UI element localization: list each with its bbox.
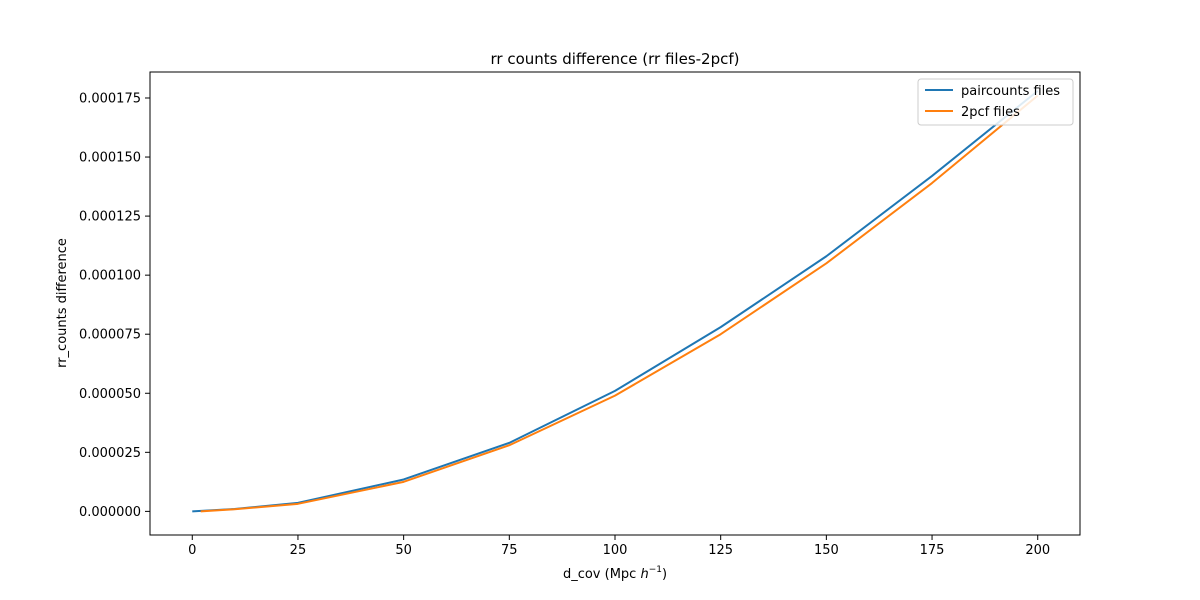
y-tick-label: 0.000125	[79, 210, 141, 225]
y-tick-label: 0.000175	[79, 91, 141, 106]
series-lines	[192, 90, 1039, 513]
y-tick-label: 0.000000	[79, 505, 141, 520]
legend-label-paircounts: paircounts files	[961, 84, 1060, 99]
x-tick-label: 25	[290, 543, 307, 558]
legend-label-2pcf: 2pcf files	[961, 105, 1020, 120]
y-tick-label: 0.000050	[79, 387, 141, 402]
x-tick-label: 200	[1025, 543, 1050, 558]
x-axis-ticks: 0 25 50 75 100 125 150 175 200	[188, 535, 1050, 558]
legend: paircounts files 2pcf files	[917, 78, 1074, 126]
chart-title: rr counts difference (rr files-2pcf)	[490, 50, 739, 68]
plot-frame	[149, 71, 1081, 536]
x-tick-label: 175	[920, 543, 945, 558]
x-tick-label: 150	[814, 543, 839, 558]
y-axis-label: rr_counts difference	[55, 238, 70, 368]
x-tick-label: 75	[501, 543, 518, 558]
y-tick-label: 0.000150	[79, 151, 141, 166]
x-tick-label: 50	[395, 543, 412, 558]
y-tick-label: 0.000075	[79, 328, 141, 343]
legend-box	[917, 78, 1074, 126]
x-tick-label: 100	[603, 543, 628, 558]
x-axis-label-close: )	[662, 567, 667, 582]
y-axis-ticks: 0.000000 0.000025 0.000050 0.000075 0.000100…	[79, 91, 150, 520]
x-axis-label-italic: h	[640, 567, 648, 582]
series-line-0	[192, 90, 1039, 513]
x-tick-label: 0	[188, 543, 196, 558]
x-axis-label: d_cov (Mpc h−1)	[563, 565, 667, 582]
y-tick-label: 0.000100	[79, 269, 141, 284]
x-tick-label: 125	[708, 543, 733, 558]
x-axis-label-sup: −1	[649, 565, 662, 575]
y-tick-label: 0.000025	[79, 446, 141, 461]
x-axis-label-main: d_cov (Mpc	[563, 567, 641, 582]
series-line-1	[200, 94, 1039, 513]
